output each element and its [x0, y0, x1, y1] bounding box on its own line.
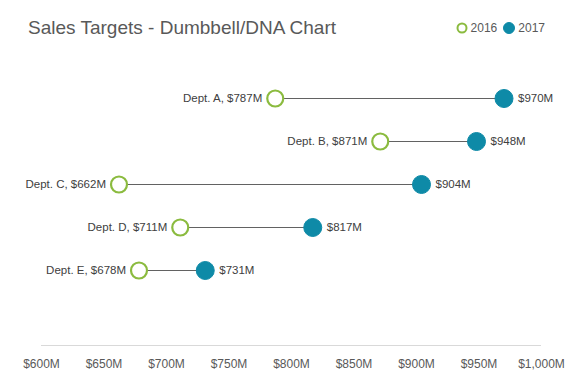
svg-text:$950M: $950M [461, 357, 498, 371]
svg-text:$904M: $904M [436, 178, 471, 190]
svg-text:Dept. D, $711M: Dept. D, $711M [88, 221, 168, 233]
svg-text:$850M: $850M [336, 357, 373, 371]
svg-text:$948M: $948M [491, 135, 526, 147]
html-text:2017: 2017 [518, 21, 545, 35]
svg-text:$970M: $970M [518, 92, 553, 104]
svg-text:Dept. A, $787M: Dept. A, $787M [183, 92, 262, 104]
svg-text:Dept. B, $871M: Dept. B, $871M [287, 135, 367, 147]
svg-text:$750M: $750M [211, 357, 248, 371]
svg-text:$600M: $600M [23, 357, 60, 371]
svg-text:$650M: $650M [86, 357, 123, 371]
svg-text:$1,000M: $1,000M [518, 357, 565, 371]
svg-text:$700M: $700M [148, 357, 185, 371]
svg-text:$817M: $817M [327, 221, 362, 233]
svg-text:$800M: $800M [273, 357, 310, 371]
html-text:2016: 2016 [470, 21, 498, 35]
html-text:Sales Targets - Dumbbell/DNA C: Sales Targets - Dumbbell/DNA Chart [28, 17, 336, 38]
svg-text:Dept. C, $662M: Dept. C, $662M [25, 178, 106, 190]
svg-text:$900M: $900M [398, 357, 435, 371]
svg-text:$731M: $731M [219, 264, 254, 276]
svg-text:Dept. E, $678M: Dept. E, $678M [46, 264, 126, 276]
